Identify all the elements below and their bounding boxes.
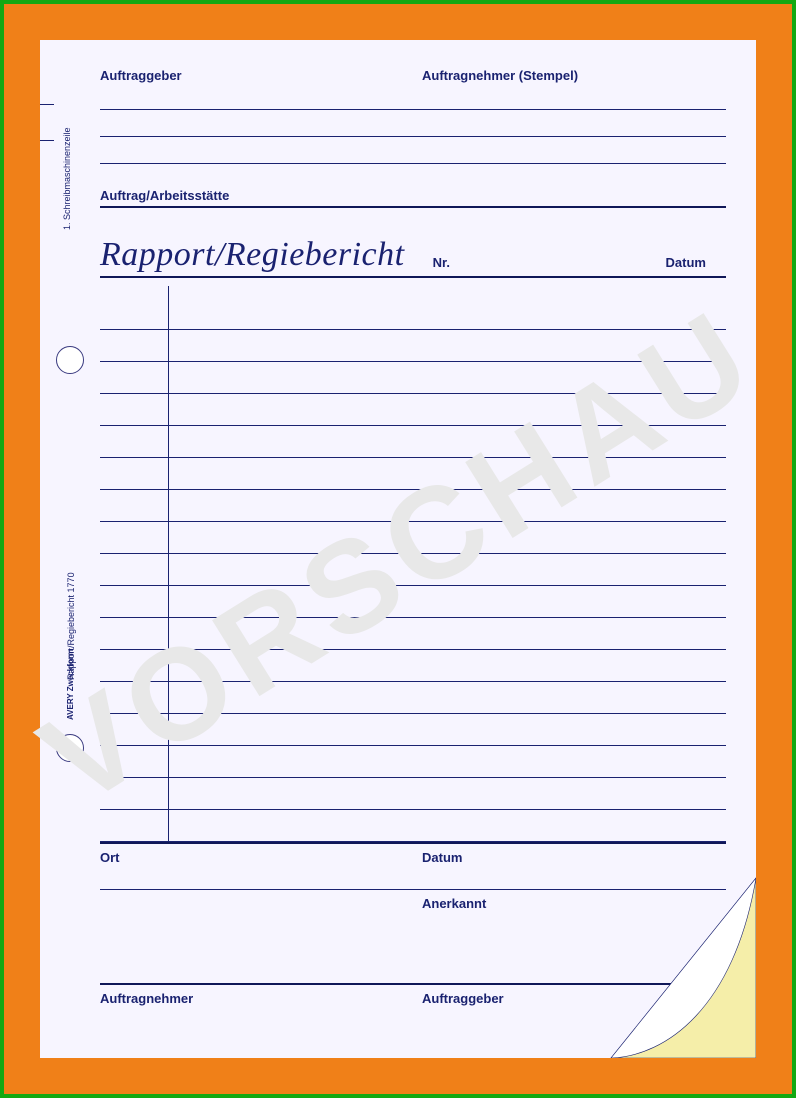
body-line [100, 330, 726, 362]
body-line [100, 362, 726, 394]
auftraggeber-label: Auftraggeber [100, 68, 404, 83]
title-underline [100, 276, 726, 278]
body-line [100, 778, 726, 810]
body-line [100, 298, 726, 330]
rule-line [100, 163, 726, 164]
body-line [100, 458, 726, 490]
rule-line [100, 136, 726, 137]
spacer [100, 896, 404, 911]
orange-frame: 1. Schreibmaschinenzeile Rapport/Regiebe… [4, 4, 792, 1094]
body-line [100, 714, 726, 746]
auftragnehmer-stempel-label: Auftragnehmer (Stempel) [404, 68, 726, 83]
body-line [100, 650, 726, 682]
form-paper: 1. Schreibmaschinenzeile Rapport/Regiebe… [40, 40, 756, 1058]
body-line [100, 746, 726, 778]
auftrag-arbeit-label: Auftrag/Arbeitsstätte [100, 188, 726, 203]
body-line [100, 522, 726, 554]
datum-label: Datum [666, 255, 706, 270]
header-lines [100, 109, 726, 164]
outer-border: 1. Schreibmaschinenzeile Rapport/Regiebe… [0, 0, 796, 1098]
body-line [100, 682, 726, 714]
title-row: Rapport/Regiebericht Nr. Datum [100, 236, 726, 274]
body-line [100, 586, 726, 618]
ort-label: Ort [100, 850, 404, 865]
header-row: Auftraggeber Auftragnehmer (Stempel) [100, 68, 726, 83]
body-line [100, 426, 726, 458]
body-line [100, 554, 726, 586]
body-line [100, 618, 726, 650]
section-divider [100, 206, 726, 208]
rule-line [100, 109, 726, 110]
lined-body [100, 298, 726, 842]
auftragnehmer-label: Auftragnehmer [100, 991, 404, 1006]
body-line [100, 490, 726, 522]
body-line [100, 394, 726, 426]
page-curl-front [586, 838, 756, 1058]
form-title: Rapport/Regiebericht [100, 236, 405, 274]
nr-label: Nr. [433, 255, 450, 270]
